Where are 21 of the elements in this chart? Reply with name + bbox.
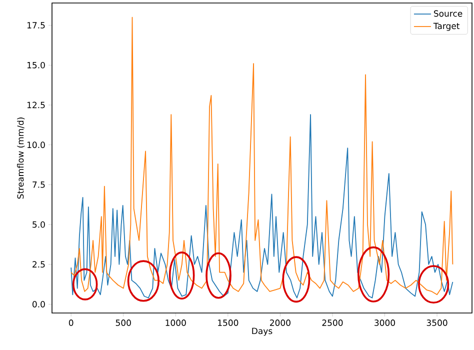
y-tick-label: 17.5 [27,22,45,28]
x-tick-label: 500 [116,320,131,326]
y-tick-label: 2.5 [32,261,45,268]
x-tick-label: 3000 [374,320,395,326]
y-axis-title: Streamflow (mm/d) [17,118,25,199]
x-tick-label: 0 [68,320,74,326]
legend-label: Target [433,22,460,31]
line-series [70,114,454,298]
legend-label: Source [434,10,462,17]
x-tick-label: 2000 [270,320,290,326]
y-tick-label: 15.0 [27,62,45,68]
x-tick-label: 2500 [322,320,343,326]
x-tick-label: 1500 [218,320,238,326]
x-tick-label: 3500 [426,320,448,326]
x-axis-title: Days [252,328,272,336]
y-tick-label: 10.0 [27,142,45,148]
x-tick-label: 1000 [166,320,186,326]
y-tick-label: 7.5 [32,182,45,188]
y-tick-label: 5.0 [32,221,45,228]
y-tick-label: 12.5 [27,102,45,108]
y-tick-label: 0.0 [32,301,45,308]
